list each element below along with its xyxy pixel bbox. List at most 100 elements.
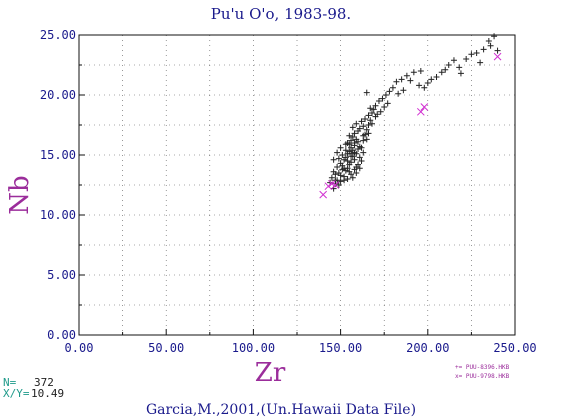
cross-point [331, 181, 340, 189]
plus-point [365, 112, 372, 119]
plus-point [407, 77, 414, 84]
plus-point [367, 117, 374, 124]
plus-point [491, 33, 498, 40]
plus-point [421, 84, 428, 91]
xy-value: 10.49 [31, 387, 64, 400]
plus-point [438, 69, 445, 76]
plus-point [348, 137, 355, 144]
y-axis-label: Nb [5, 175, 35, 214]
data-points [319, 33, 502, 199]
plus-point [433, 74, 440, 80]
grid-lines [79, 35, 515, 335]
plus-point [351, 149, 358, 156]
plus-point [428, 76, 435, 83]
plus-point [358, 158, 365, 164]
cross-point [319, 190, 328, 199]
y-tick-label: 0.00 [47, 328, 76, 342]
x-tick-label: 100.00 [232, 341, 275, 355]
plus-point [403, 72, 410, 79]
plus-point [335, 155, 342, 162]
plus-point [424, 80, 431, 86]
x-tick-labels: 0.00 50.00 100.00 150.00 200.00 250.00 [65, 341, 537, 355]
plus-point [477, 59, 484, 66]
plus-point [356, 143, 363, 150]
plus-point [346, 168, 353, 175]
plus-point [416, 82, 423, 89]
x-tick-label: 0.00 [65, 341, 94, 355]
plus-point [360, 149, 367, 156]
plus-point [379, 95, 386, 102]
plus-point [389, 84, 396, 91]
plus-point [360, 132, 367, 139]
plus-point [355, 128, 362, 134]
plus-point [334, 164, 341, 170]
plus-point [339, 152, 346, 158]
plus-point [348, 150, 355, 157]
xy-label: X/Y= [3, 387, 30, 400]
plus-point [468, 51, 475, 58]
plus-point [375, 98, 382, 104]
plus-point [450, 57, 457, 64]
y-tick-label: 10.00 [40, 208, 76, 222]
plus-point [365, 122, 372, 128]
cross-point [416, 107, 425, 116]
plus-point [485, 38, 492, 44]
plus-point [356, 165, 363, 172]
plus-point [400, 87, 407, 94]
plus-point [348, 159, 355, 166]
plus-point [332, 177, 339, 184]
plus-point [358, 118, 365, 125]
plus-point [335, 182, 342, 188]
plus-point [395, 90, 402, 97]
plus-point [456, 64, 463, 71]
plus-point [363, 126, 370, 133]
plus-point [363, 89, 370, 96]
n-label: N= [3, 376, 17, 389]
plus-point [457, 70, 464, 77]
n-value: 372 [34, 376, 54, 389]
plus-point [346, 132, 353, 139]
plus-point [363, 136, 370, 143]
plus-point [473, 50, 480, 56]
plus-point [487, 42, 494, 49]
plus-point [349, 174, 356, 181]
plus-point [463, 56, 470, 62]
plus-point [417, 68, 424, 74]
plus-point [367, 105, 374, 112]
plus-point [355, 138, 362, 145]
plus-point [382, 92, 389, 98]
plus-point [337, 160, 344, 167]
plus-point [344, 158, 351, 164]
y-tick-labels: 0.00 5.00 10.00 15.00 20.00 25.00 [40, 28, 76, 342]
plus-point [445, 62, 452, 68]
x-tick-label: 150.00 [319, 341, 362, 355]
plus-point [386, 88, 393, 95]
plus-point [351, 130, 358, 137]
plus-point [365, 130, 372, 137]
plus-point [362, 116, 369, 122]
x-tick-label: 200.00 [406, 341, 449, 355]
plus-point [494, 47, 501, 54]
plus-point [480, 46, 487, 53]
plus-point [351, 156, 358, 163]
legend-entry-1: += PUU-8396.HKB [455, 364, 510, 371]
x-axis-label: Zr [255, 358, 286, 388]
plus-point [342, 147, 349, 154]
y-tick-label: 25.00 [40, 28, 76, 42]
y-tick-label: 5.00 [47, 268, 76, 282]
plus-point [334, 149, 341, 156]
plus-point [368, 120, 375, 127]
plus-point [349, 124, 356, 131]
plus-point [377, 108, 384, 115]
cross-point [493, 52, 502, 61]
plus-point [330, 156, 337, 163]
plus-point [381, 104, 388, 110]
plus-point [372, 102, 379, 109]
legend-entry-2: x= PUU-9798.HKB [455, 373, 510, 380]
plus-point [328, 174, 335, 181]
plus-point [335, 170, 342, 176]
cross-point [324, 182, 333, 191]
plus-point [353, 120, 360, 127]
plus-point [353, 164, 360, 170]
plus-point [356, 154, 363, 161]
